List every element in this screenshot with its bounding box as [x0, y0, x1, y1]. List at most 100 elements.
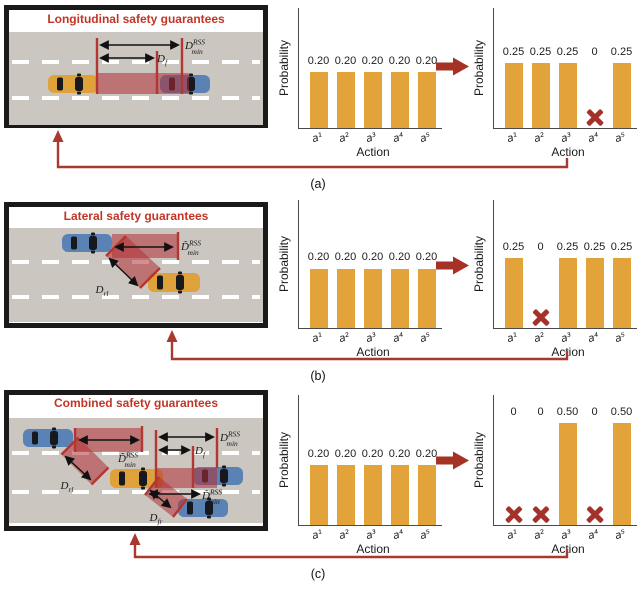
panel-title: Combined safety guarantees — [54, 396, 218, 410]
value-label: 0 — [537, 241, 544, 254]
value-label: 0.25 — [583, 241, 606, 254]
bar-slot: 0.25 — [581, 200, 608, 328]
distance-label-dmin-rss-lat: D̃RSS min — [180, 239, 201, 258]
value-label: 0 — [591, 406, 598, 419]
plot-area: 0.20 0.20 0.20 0.20 0.20 — [298, 395, 442, 526]
bar — [612, 423, 631, 525]
bar-slot: 0.50 — [608, 395, 635, 525]
value-label: 0.20 — [307, 251, 330, 264]
plot-area: 0.25 0 0.25 0.25 0.25 — [493, 200, 637, 329]
bar-slot: 0 — [500, 395, 527, 525]
bar-slot: 0.20 — [359, 395, 386, 525]
x-mark-icon — [585, 108, 604, 127]
y-axis-label: Probability — [472, 39, 486, 97]
value-label: 0.20 — [334, 251, 357, 264]
bar — [504, 62, 523, 128]
arrow-up-icon — [166, 330, 178, 342]
bar — [363, 464, 382, 525]
bar — [336, 268, 355, 328]
bar-slot: 0.20 — [413, 200, 440, 328]
value-label: 0 — [537, 406, 544, 419]
chart-a-after: Probability 0.25 0.25 0.25 0 0.25 a¹ a² a³ a⁴ a⁵… — [472, 8, 637, 159]
bar-slot: 0.25 — [500, 200, 527, 328]
ego-car-yellow — [48, 73, 98, 95]
distance-label-drl: Drl — [95, 284, 109, 298]
plot-area: 0.20 0.20 0.20 0.20 0.20 — [298, 8, 442, 129]
tick-label: a⁴ — [391, 527, 406, 543]
bar-slot: 0.20 — [359, 8, 386, 128]
arrow-up-icon — [52, 130, 64, 142]
front-right-car-blue — [178, 497, 228, 519]
x-axis-label: Action — [551, 145, 585, 159]
tick-label: a³ — [559, 130, 574, 146]
tick-row: a¹ a² a³ a⁴ a⁵ — [493, 130, 637, 146]
rear-left-car-blue — [62, 232, 112, 254]
tick-label: a² — [337, 130, 352, 146]
y-axis-label: Probability — [277, 235, 291, 293]
bar — [417, 72, 436, 128]
tick-label: a⁴ — [391, 330, 406, 346]
tick-label: a³ — [364, 527, 379, 543]
x-axis-label: Action — [551, 542, 585, 556]
bar-slot: 0.25 — [554, 8, 581, 128]
value-label: 0.20 — [334, 447, 357, 460]
value-label: 0.25 — [529, 45, 552, 58]
tick-label: a² — [532, 527, 547, 543]
bar-slot: 0.20 — [305, 200, 332, 328]
plot-area: 0.20 0.20 0.20 0.20 0.20 — [298, 200, 442, 329]
chart-a-before: Probability 0.20 0.20 0.20 0.20 0.20 a¹ a² a³ a… — [277, 8, 442, 159]
bar — [558, 423, 577, 525]
distance-label-dfr: Dfr — [149, 512, 163, 526]
bar-slot: 0.20 — [413, 8, 440, 128]
tick-label: a⁴ — [586, 527, 601, 543]
bar-slot: 0.20 — [332, 200, 359, 328]
y-axis-label: Probability — [472, 431, 486, 489]
arrow-right-icon — [436, 57, 469, 76]
x-mark-icon — [531, 505, 550, 524]
tick-label: a³ — [364, 130, 379, 146]
bar-slot: 0.20 — [305, 395, 332, 525]
chart-b-before: Probability 0.20 0.20 0.20 0.20 0.20 a¹ a² a³ a… — [277, 200, 442, 359]
x-mark-icon — [504, 505, 523, 524]
tick-row: a¹ a² a³ a⁴ a⁵ — [298, 130, 442, 146]
x-axis-label: Action — [356, 542, 390, 556]
value-label: 0.20 — [334, 55, 357, 68]
distance-label-dmin-rss-lat-front: D̃RSS min — [201, 488, 222, 507]
value-label: 0.50 — [610, 406, 633, 419]
panel-title: Lateral safety guarantees — [64, 209, 209, 223]
caption-c: (c) — [310, 567, 326, 581]
tick-label: a¹ — [310, 130, 325, 146]
tick-label: a⁵ — [418, 130, 433, 146]
arrow-right-icon — [436, 256, 469, 275]
tick-label: a¹ — [310, 330, 325, 346]
bar — [417, 268, 436, 328]
tick-label: a¹ — [505, 527, 520, 543]
y-axis-label: Probability — [472, 235, 486, 293]
value-label: 0.20 — [361, 55, 384, 68]
bar-slot: 0.20 — [386, 200, 413, 328]
tick-label: a² — [532, 330, 547, 346]
value-label: 0.25 — [610, 45, 633, 58]
bar-slot: 0.20 — [413, 395, 440, 525]
bar — [504, 258, 523, 328]
x-mark-icon — [531, 308, 550, 327]
road-panel-combined: Combined safety guarantees DRSS min Df D̃… — [4, 390, 268, 531]
bar — [390, 72, 409, 128]
bar — [612, 62, 631, 128]
bar-slot: 0 — [527, 395, 554, 525]
value-label: 0.20 — [361, 447, 384, 460]
bar-slot: 0.20 — [386, 8, 413, 128]
value-label: 0.20 — [388, 55, 411, 68]
value-label: 0.25 — [610, 241, 633, 254]
distance-arrow-dfr — [149, 489, 172, 509]
tick-label: a¹ — [310, 527, 325, 543]
bar-slot: 0.25 — [500, 8, 527, 128]
road-panel-longitudinal: Longitudinal safety guarantees DRSS min D… — [4, 5, 268, 128]
bar — [558, 258, 577, 328]
caption-a: (a) — [310, 177, 326, 191]
bar — [558, 62, 577, 128]
plot-area: 0 0 0.50 0 0.50 — [493, 395, 637, 526]
ego-car-yellow — [110, 467, 163, 490]
value-label: 0.25 — [556, 45, 579, 58]
value-label: 0.20 — [307, 447, 330, 460]
